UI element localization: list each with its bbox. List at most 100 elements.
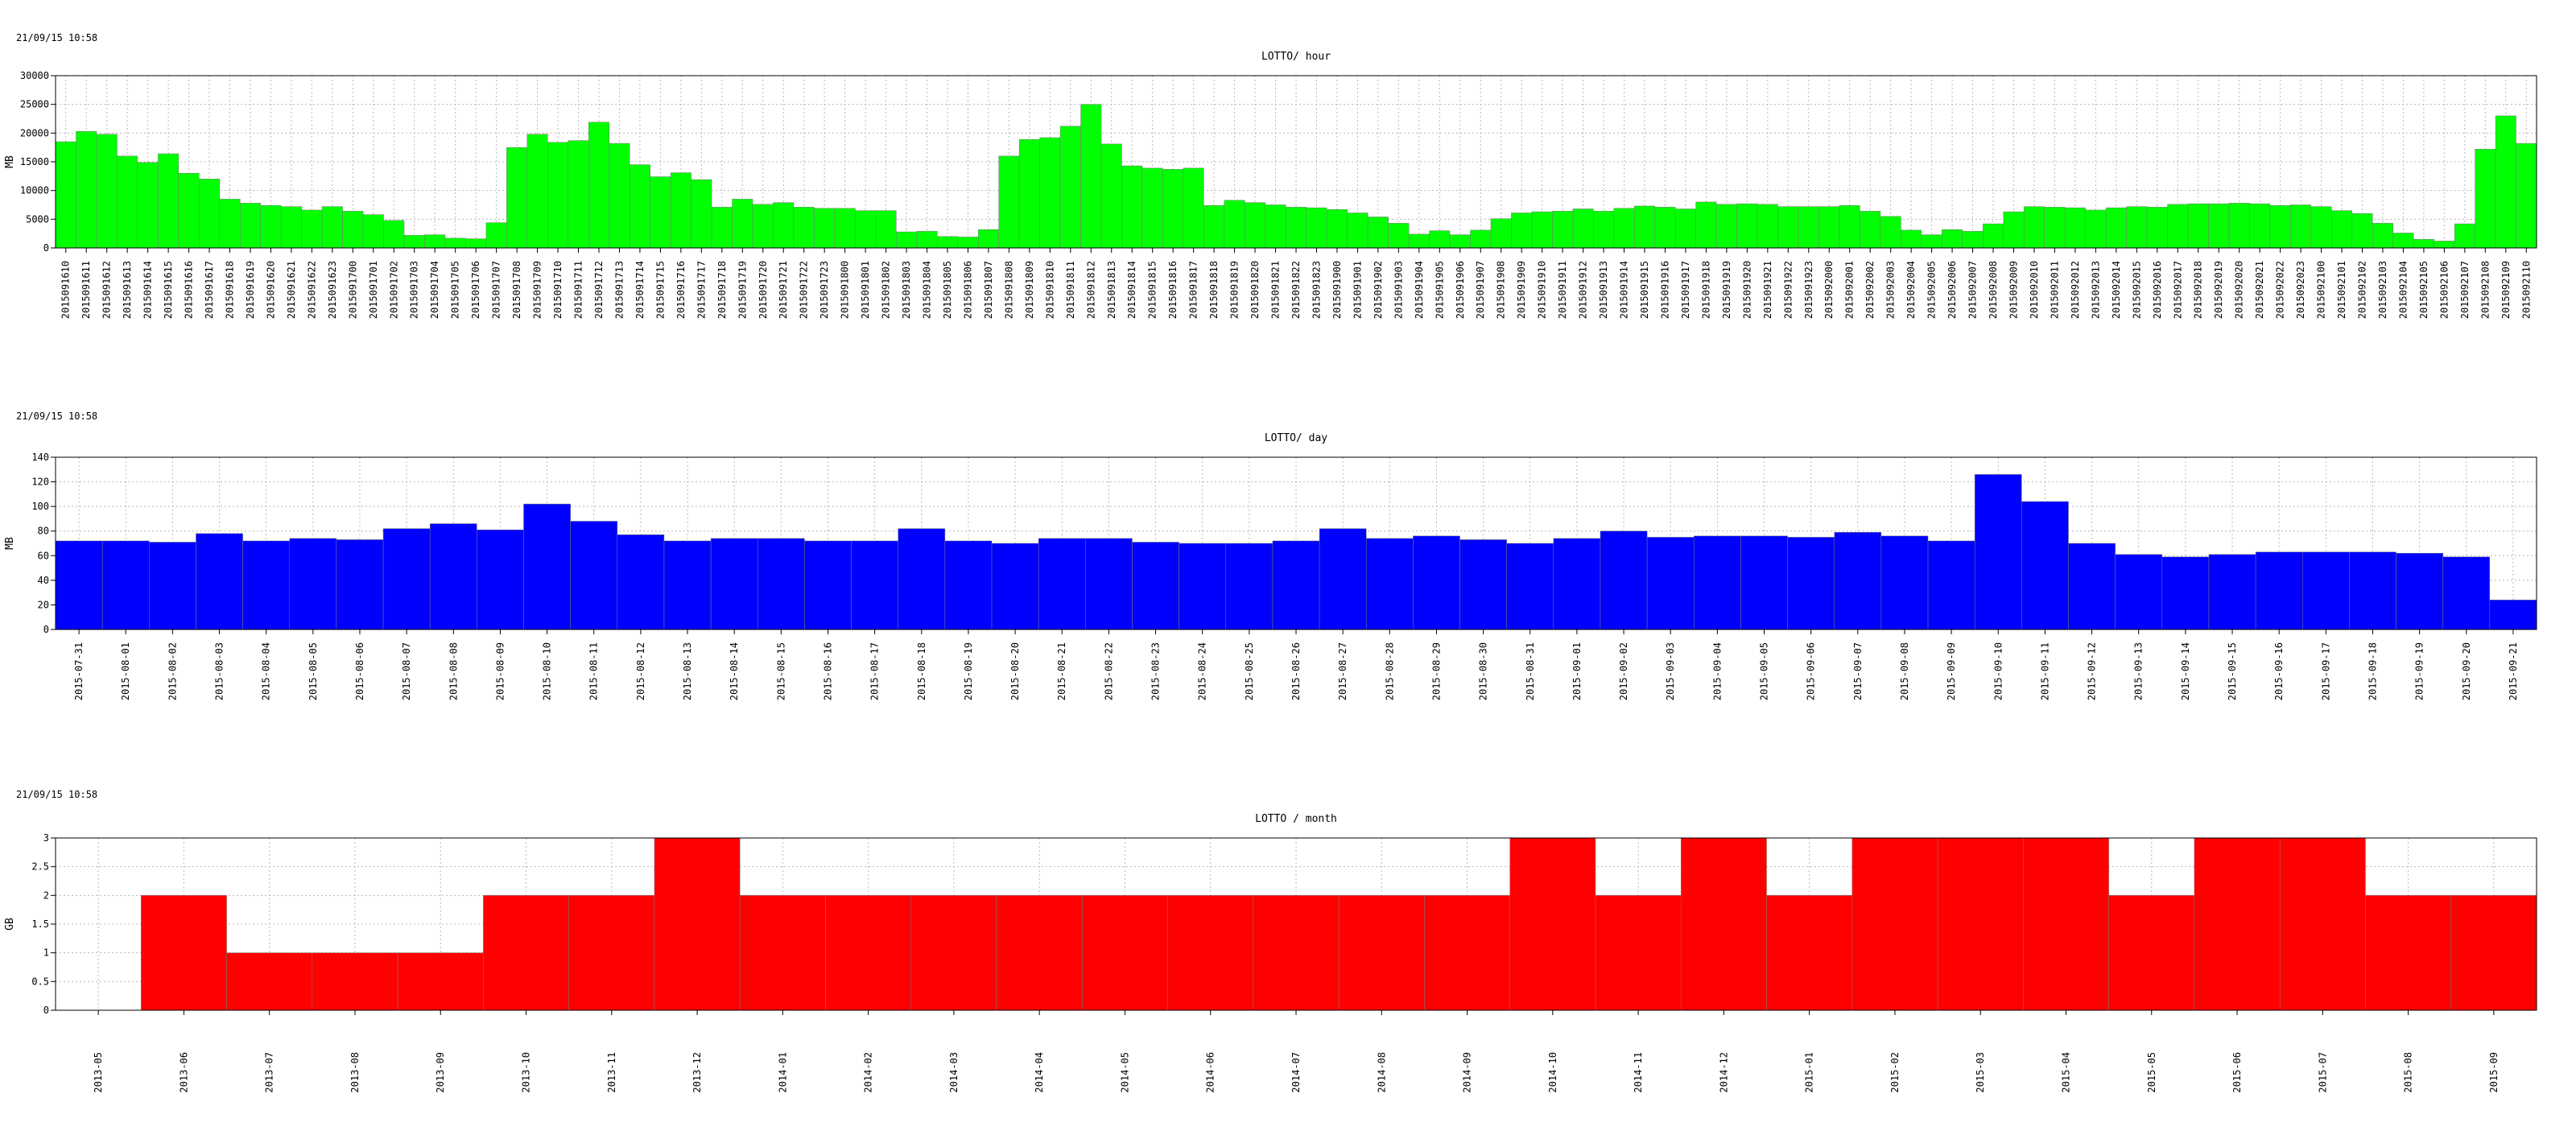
monthly-bar (1167, 895, 1254, 1011)
daily-bar (1974, 474, 2022, 630)
hourly-bar (629, 164, 650, 249)
hourly-bar (1306, 207, 1327, 249)
hourly-bar (342, 211, 364, 249)
daily-x-tick-label: 2015-09-05 (1759, 642, 1770, 700)
daily-x-tick-label: 2015-08-28 (1384, 642, 1395, 700)
hourly-bar (732, 199, 753, 249)
hourly-bar (998, 155, 1020, 249)
hourly-bar (916, 231, 938, 249)
daily-bar (1225, 543, 1274, 630)
daily-bar (477, 529, 524, 630)
monthly-y-tick-label: 3 (43, 832, 49, 844)
hourly-x-tick-label: 2015091901 (1352, 261, 1363, 319)
daily-y-tick-label: 100 (31, 501, 49, 512)
hourly-bar (2126, 206, 2148, 249)
hourly-x-tick-label: 2015091612 (101, 261, 113, 319)
monthly-bar (2108, 895, 2195, 1011)
monthly-x-tick-label: 2013-07 (264, 1052, 275, 1093)
daily-x-tick-label: 2015-08-10 (542, 642, 553, 700)
monthly-x-tick-label: 2014-11 (1633, 1052, 1644, 1093)
daily-bar (2115, 554, 2163, 630)
monthly-x-tick-label: 2014-04 (1034, 1052, 1045, 1093)
hourly-x-tick-label: 2015091822 (1290, 261, 1302, 319)
hourly-bar (1490, 218, 1512, 249)
daily-x-tick-label: 2015-08-22 (1103, 642, 1114, 700)
hourly-bar (403, 235, 425, 249)
monthly-chart-panel: 21/09/15 10:58 LOTTO / month GB 0 0.5 1 1.5 2 2… (0, 757, 2576, 1135)
hourly-x-tick-label: 2015091912 (1578, 261, 1589, 319)
hourly-x-tick-label: 2015091615 (163, 261, 174, 319)
daily-x-tick-label: 2015-09-09 (1946, 642, 1957, 700)
hourly-bar (1983, 223, 2004, 249)
hourly-x-tick-label: 2015091717 (696, 261, 707, 319)
hourly-x-tick-label: 2015091803 (901, 261, 912, 319)
daily-x-tick-label: 2015-08-29 (1430, 642, 1442, 700)
hourly-bar (937, 236, 958, 249)
hourly-bar (1593, 211, 1615, 249)
daily-x-tick-label: 2015-08-27 (1337, 642, 1348, 700)
daily-bar (1927, 540, 1975, 630)
monthly-bar (1253, 895, 1340, 1011)
hourly-bar (2351, 213, 2373, 249)
hourly-x-tick-label: 2015091914 (1619, 261, 1630, 319)
hourly-bar (1162, 169, 1184, 249)
daily-bar (1740, 535, 1788, 630)
hourly-x-tick-label: 2015091712 (593, 261, 605, 319)
monthly-x-tick-label: 2014-02 (863, 1052, 874, 1093)
daily-x-tick-label: 2015-08-09 (494, 642, 506, 700)
hourly-x-tick-label: 2015091706 (470, 261, 481, 319)
daily-x-tick-label: 2015-08-26 (1290, 642, 1302, 700)
daily-bar (1038, 538, 1086, 630)
hourly-x-tick-label: 2015091921 (1762, 261, 1773, 319)
monthly-bar (1338, 895, 1425, 1011)
hourly-x-tick-label: 2015091720 (758, 261, 769, 319)
daily-bar (2489, 600, 2537, 630)
hourly-bar (711, 207, 733, 249)
hourly-x-tick-label: 2015092010 (2029, 261, 2040, 319)
hourly-bar (2023, 206, 2045, 249)
monthly-x-tick-label: 2015-05 (2146, 1052, 2157, 1093)
hourly-bar (239, 203, 261, 249)
daily-x-tick-label: 2015-09-16 (2273, 642, 2285, 700)
hourly-x-tick-label: 2015091721 (778, 261, 789, 319)
daily-bar (2161, 556, 2210, 630)
monthly-x-tick-label: 2015-08 (2403, 1052, 2414, 1093)
daily-x-tick-label: 2015-09-11 (2039, 642, 2050, 700)
hourly-x-tick-label: 2015092004 (1905, 261, 1917, 319)
daily-bar (1553, 538, 1601, 630)
hourly-y-tick-label: 5000 (26, 213, 49, 225)
hourly-bar (588, 122, 609, 249)
hourly-x-tick-label: 2015092009 (2008, 261, 2019, 319)
hourly-bar (1121, 165, 1143, 249)
monthly-bar (2023, 837, 2109, 1011)
hourly-bar (1695, 201, 1717, 249)
daily-y-tick-label: 80 (38, 526, 49, 537)
daily-bar (1272, 540, 1320, 630)
hourly-bar (1388, 223, 1410, 249)
hourly-bar (1552, 211, 1574, 249)
hourly-x-tick-label: 2015091816 (1167, 261, 1179, 319)
daily-x-tick-label: 2015-08-13 (682, 642, 693, 700)
daily-x-tick-label: 2015-09-20 (2461, 642, 2472, 700)
hourly-bar (2146, 207, 2168, 249)
hourly-bar (1080, 104, 1102, 249)
hourly-y-tick-label: 20000 (20, 127, 49, 138)
monthly-x-tick-label: 2015-03 (1975, 1052, 1986, 1093)
hourly-bar (547, 142, 569, 249)
hourly-bar (383, 220, 405, 249)
hourly-x-tick-label: 2015092110 (2520, 261, 2532, 319)
daily-x-tick-label: 2015-08-03 (214, 642, 225, 700)
hourly-bar (1674, 208, 1696, 249)
daily-y-tick-label: 40 (38, 575, 49, 586)
daily-bar (1132, 542, 1179, 630)
monthly-y-tick-label: 2.5 (31, 861, 49, 873)
monthly-bar (312, 952, 398, 1011)
hourly-bar (568, 140, 589, 249)
hourly-x-tick-label: 2015092108 (2479, 261, 2491, 319)
hourly-bar (1224, 200, 1245, 249)
hourly-x-tick-label: 2015092109 (2500, 261, 2512, 319)
daily-x-tick-label: 2015-07-31 (73, 642, 85, 700)
daily-bar (2442, 556, 2491, 630)
daily-bar (196, 533, 243, 630)
daily-bar (1880, 535, 1929, 630)
